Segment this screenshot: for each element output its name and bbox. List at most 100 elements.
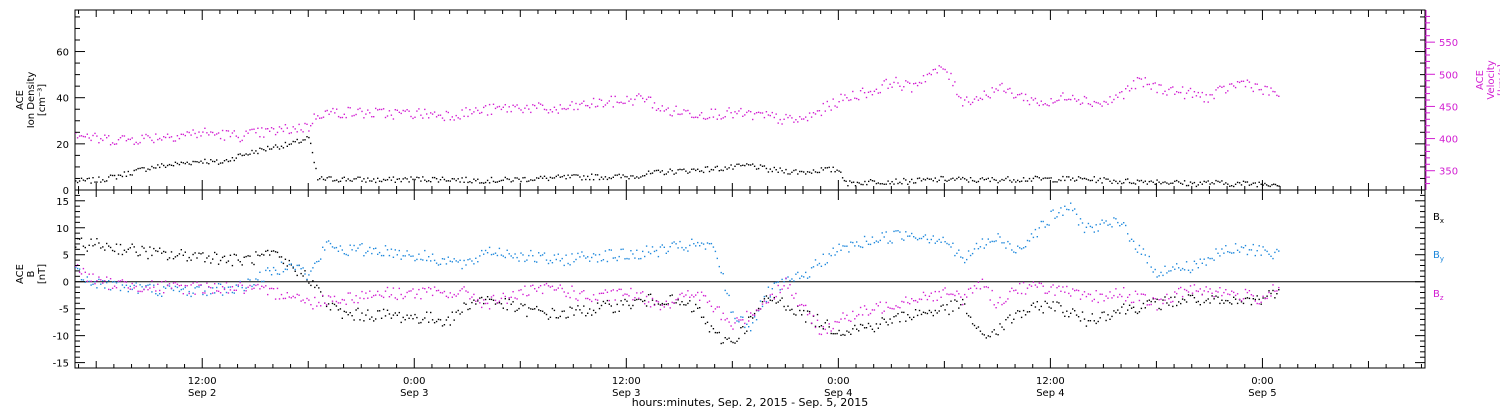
by-series-point [624,258,626,260]
ion-density-series-point [96,181,98,183]
ion-density-series-point [1262,184,1264,186]
bz-series-point [155,290,157,292]
by-series-point [239,280,241,283]
velocity-series-point [681,113,683,115]
velocity-series-point [895,76,897,79]
ion-density-series-point [997,181,999,184]
ion-density-series-point [1191,182,1194,185]
bz-series-point [748,320,750,322]
by-series-point [985,244,987,246]
velocity-series-point [640,95,642,97]
velocity-series-point [1136,77,1139,79]
bx-series-point [757,307,760,310]
ion-density-series-point [1005,177,1007,180]
by-series-point [322,246,324,248]
bz-series-point [1187,291,1190,293]
velocity-series-point [594,106,597,108]
bz-series-point [168,283,171,285]
bx-series-point [1276,293,1278,295]
by-series-point [871,236,874,238]
velocity-series-point [1040,100,1042,102]
by-series-point [349,244,351,246]
bx-series-point [141,245,143,248]
by-series-point [626,257,628,260]
bz-series-point [219,292,222,294]
bx-series-point [1266,295,1268,297]
bz-series-point [1229,293,1231,296]
bx-series-point [1162,299,1164,301]
bx-series-point [430,311,432,314]
bz-series-point [481,306,483,309]
by-series-point [563,264,565,267]
ion-density-series-point [1020,180,1023,182]
ion-density-series-point [879,183,881,185]
by-series-point [948,243,950,246]
velocity-series-point [977,99,980,101]
bx-series-point [907,314,909,316]
ion-density-series-point [131,174,133,176]
ion-density-series-point [860,183,862,186]
ion-density-series-point [137,167,139,170]
ion-density-series-point [1130,182,1133,185]
bx-series-point [1164,296,1166,298]
by-series-point [1068,209,1070,211]
ion-density-series-point [317,179,319,181]
velocity-series-point [386,115,389,117]
ion-density-series-point [1211,182,1213,184]
ion-density-series-point [852,181,855,183]
bx-series-point [740,327,742,329]
ion-density-series-point [483,182,485,184]
by-series-point [561,257,563,260]
bz-series-point [930,292,932,294]
bx-series-point [121,253,124,256]
ion-density-series-point [789,173,791,175]
bz-series-point [88,273,90,275]
velocity-series-point [512,104,514,106]
bx-series-point [1134,311,1137,313]
bz-series-point [773,298,775,300]
bx-series-point [1156,298,1158,300]
bx-series-point [394,312,396,314]
bz-series-point [665,300,667,302]
by-series-point [231,291,234,294]
velocity-series-point [373,116,375,118]
bz-series-point [585,297,587,300]
ion-density-series-point [304,139,306,141]
bz-series-point [465,290,467,292]
velocity-series-point [677,113,679,115]
velocity-series-point [133,143,135,145]
by-series-point [408,254,410,256]
velocity-series-point [326,109,328,112]
bx-series-point [914,309,917,311]
ion-density-series-point [98,176,100,178]
by-series-point [308,274,310,276]
bz-series-point [141,290,143,293]
ion-density-series-point [1203,180,1205,183]
by-series-point [1270,255,1272,257]
bx-series-point [583,305,585,307]
velocity-series-point [1174,93,1176,95]
by-series-point [610,249,612,251]
bz-series-point [1199,288,1201,290]
bx-series-point [1001,326,1003,328]
bz-series-point [820,333,823,336]
ion-density-series-point [475,180,477,182]
ion-density-series-point [186,161,188,163]
by-series-point [911,232,913,235]
ion-density-series-point [708,170,711,173]
ion-density-series-point [614,174,616,176]
by-series-point [543,252,546,254]
by-series-point [355,250,357,252]
velocity-series-point [663,110,665,112]
by-series-point [484,249,487,252]
velocity-series-point [801,118,803,120]
by-series-point [555,258,557,261]
bx-series-point [404,319,406,321]
bz-series-point [392,287,395,289]
bx-series-point [732,341,734,344]
bx-series-point [235,254,237,256]
velocity-series-point [1233,85,1235,87]
ion-density-series-point [1134,183,1137,185]
by-series-point [685,247,687,249]
by-series-point [539,254,542,257]
